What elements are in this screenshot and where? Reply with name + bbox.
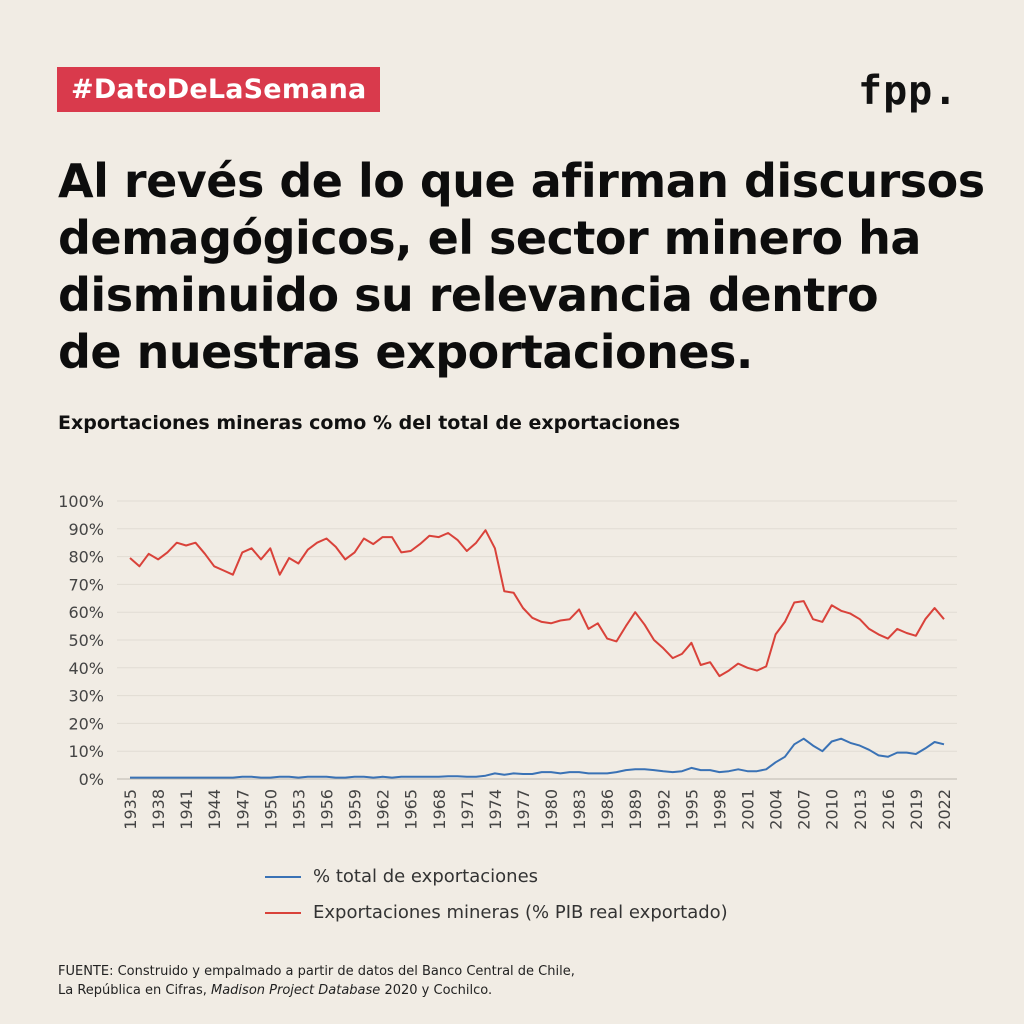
x-tick-label: 1956 <box>317 789 336 830</box>
legend-item-mineras: Exportaciones mineras (% PIB real export… <box>265 902 728 923</box>
legend-label-total: % total de exportaciones <box>313 866 539 887</box>
x-tick-label: 1962 <box>374 789 393 830</box>
source-line-2-suffix: 2020 y Cochilco. <box>380 983 493 998</box>
x-tick-label: 1998 <box>710 789 729 830</box>
x-tick-label: 2007 <box>795 789 814 830</box>
source-line-2-italic: Madison Project Database <box>211 983 381 998</box>
x-tick-label: 1938 <box>149 789 168 830</box>
y-tick-label: 90% <box>68 520 104 539</box>
x-tick-label: 2013 <box>851 789 870 830</box>
headline: Al revés de lo que afirman discursos dem… <box>58 153 985 381</box>
x-tick-label: 1944 <box>205 789 224 830</box>
source-note: FUENTE: Construido y empalmado a partir … <box>58 962 575 1000</box>
x-tick-label: 1980 <box>542 789 561 830</box>
legend-swatch-blue <box>265 876 301 878</box>
x-tick-label: 1989 <box>626 789 645 830</box>
source-line-2-prefix: La República en Cifras, <box>58 983 211 998</box>
y-tick-label: 40% <box>68 659 104 678</box>
x-tick-label: 1950 <box>261 789 280 830</box>
x-tick-label: 1935 <box>121 789 140 830</box>
fpp-logo: fpp. <box>858 68 959 114</box>
y-tick-label: 20% <box>68 714 104 733</box>
source-line-1: FUENTE: Construido y empalmado a partir … <box>58 964 575 979</box>
x-tick-label: 1992 <box>654 789 673 830</box>
headline-line-4: de nuestras exportaciones. <box>58 325 753 379</box>
y-tick-label: 10% <box>68 742 104 761</box>
x-tick-label: 1947 <box>233 789 252 830</box>
x-tick-label: 1977 <box>514 789 533 830</box>
x-tick-label: 2001 <box>739 789 758 830</box>
headline-line-1: Al revés de lo que afirman discursos <box>58 154 985 208</box>
hashtag-badge: #DatoDeLaSemana <box>57 67 381 112</box>
legend-label-mineras: Exportaciones mineras (% PIB real export… <box>313 902 728 923</box>
series-line-total <box>130 737 945 779</box>
x-tick-label: 2004 <box>767 789 786 830</box>
chart-title: Exportaciones mineras como % del total d… <box>58 412 681 434</box>
source-line-2: La República en Cifras, Madison Project … <box>58 981 575 1000</box>
y-tick-label: 0% <box>79 770 104 789</box>
headline-line-2: demagógicos, el sector minero ha <box>58 211 921 265</box>
x-tick-label: 1974 <box>486 789 505 830</box>
x-tick-label: 1941 <box>177 789 196 830</box>
y-tick-label: 30% <box>68 687 104 706</box>
y-tick-label: 50% <box>68 631 104 650</box>
y-tick-label: 60% <box>68 603 104 622</box>
legend-item-total: % total de exportaciones <box>265 866 538 887</box>
x-tick-label: 1986 <box>598 789 617 830</box>
x-tick-label: 2016 <box>879 789 898 830</box>
y-tick-label: 100% <box>58 492 104 511</box>
x-tick-label: 1983 <box>570 789 589 830</box>
y-tick-label: 80% <box>68 548 104 567</box>
x-tick-label: 1968 <box>430 789 449 830</box>
series-line-mineras <box>129 529 945 678</box>
y-tick-label: 70% <box>68 575 104 594</box>
x-tick-label: 1971 <box>458 789 477 830</box>
x-tick-label: 2019 <box>907 789 926 830</box>
x-tick-label: 2010 <box>823 789 842 830</box>
legend-swatch-red <box>265 912 301 914</box>
x-tick-label: 1965 <box>402 789 421 830</box>
line-chart: 0% 10% 20% 30% 40% 50% 60% 70% 80% 90% 100% 1935 193… <box>58 492 957 830</box>
headline-line-3: disminuido su relevancia dentro <box>58 268 879 322</box>
x-tick-label: 2022 <box>935 789 954 830</box>
x-tick-label: 1959 <box>346 789 365 830</box>
x-tick-label: 1995 <box>682 789 701 830</box>
x-tick-label: 1953 <box>289 789 308 830</box>
